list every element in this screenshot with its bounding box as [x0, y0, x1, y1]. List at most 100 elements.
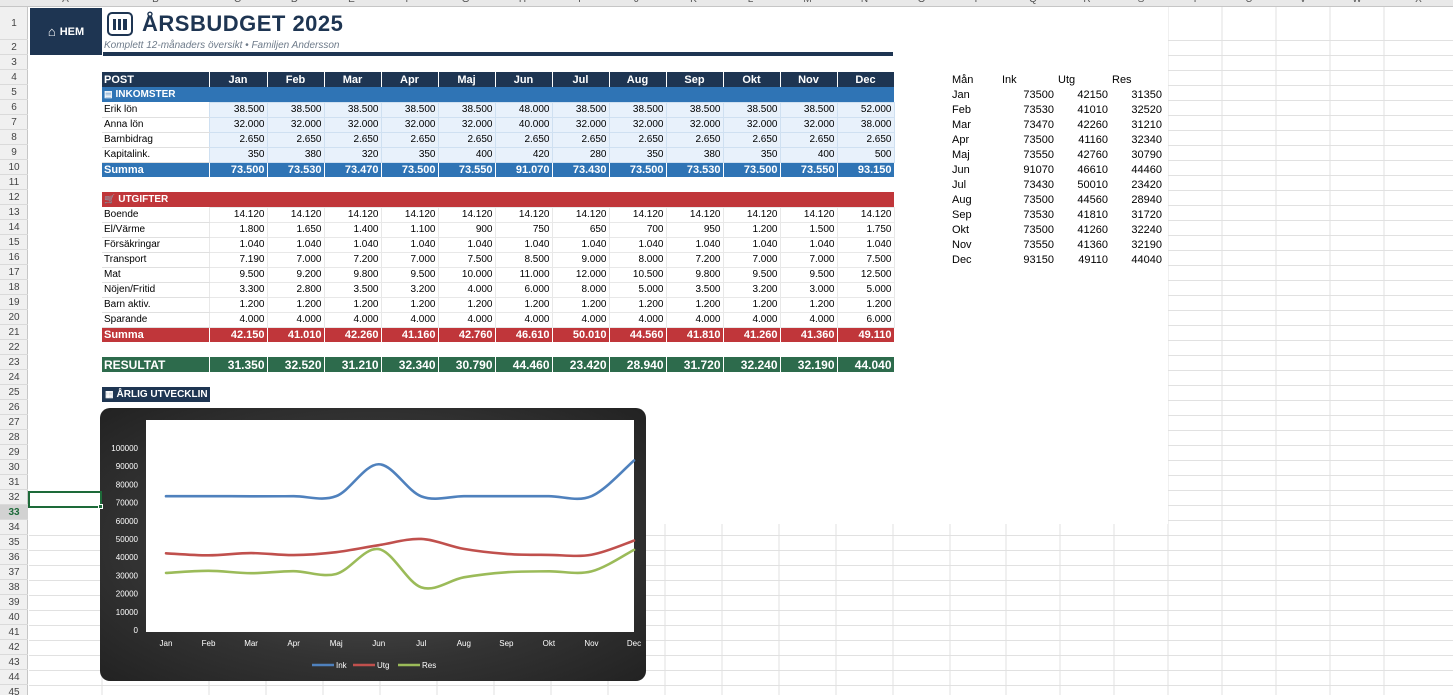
- income-cell[interactable]: 32.000: [437, 116, 496, 133]
- header-month[interactable]: Jul: [552, 72, 610, 87]
- column-header-u[interactable]: U: [1222, 0, 1276, 5]
- side-cell[interactable]: 73430: [1023, 178, 1054, 191]
- income-sum-cell[interactable]: 73.530: [267, 162, 325, 177]
- expense-cell[interactable]: 9.200: [266, 266, 325, 283]
- row-header-26[interactable]: 26: [0, 400, 28, 415]
- income-sum-cell[interactable]: 73.550: [780, 162, 838, 177]
- income-cell[interactable]: 38.500: [608, 101, 667, 118]
- expense-cell[interactable]: 950: [665, 221, 724, 238]
- income-sum-cell[interactable]: 73.500: [209, 162, 268, 177]
- expense-cell[interactable]: 750: [494, 221, 553, 238]
- income-cell[interactable]: 2.650: [608, 131, 667, 148]
- expense-cell[interactable]: 11.000: [494, 266, 553, 283]
- header-month[interactable]: Nov: [780, 72, 838, 87]
- result-cell[interactable]: 32.240: [723, 357, 781, 372]
- expense-cell[interactable]: 3.200: [380, 281, 439, 298]
- side-header-cell[interactable]: Ink: [1002, 73, 1017, 86]
- expense-cell[interactable]: 1.040: [494, 236, 553, 253]
- expense-cell[interactable]: 1.200: [208, 296, 268, 313]
- income-cell[interactable]: 2.650: [208, 131, 268, 148]
- spacer-cell[interactable]: [102, 342, 894, 357]
- expense-cell[interactable]: 9.800: [323, 266, 382, 283]
- income-sum-cell[interactable]: 73.550: [438, 162, 496, 177]
- row-label[interactable]: Sparande: [102, 312, 209, 328]
- expense-cell[interactable]: 12.000: [551, 266, 610, 283]
- income-cell[interactable]: 2.650: [551, 131, 610, 148]
- income-cell[interactable]: 38.500: [665, 101, 724, 118]
- expense-cell[interactable]: 4.000: [665, 311, 724, 328]
- row-header-12[interactable]: 12: [0, 190, 28, 205]
- side-cell[interactable]: 42260: [1077, 118, 1108, 131]
- side-cell[interactable]: 32190: [1131, 238, 1162, 251]
- expense-sum-cell[interactable]: 41.010: [267, 327, 325, 342]
- expense-cell[interactable]: 4.000: [722, 311, 781, 328]
- expense-cell[interactable]: 9.500: [380, 266, 439, 283]
- expense-cell[interactable]: 1.200: [323, 296, 382, 313]
- income-sum-cell[interactable]: 73.500: [381, 162, 439, 177]
- side-cell[interactable]: 93150: [1023, 253, 1054, 266]
- expense-cell[interactable]: 4.000: [323, 311, 382, 328]
- row-label[interactable]: Transport: [102, 252, 209, 268]
- row-header-3[interactable]: 3: [0, 55, 28, 70]
- result-label[interactable]: RESULTAT: [102, 357, 210, 372]
- expense-cell[interactable]: 3.000: [779, 281, 838, 298]
- sum-label[interactable]: Summa: [102, 162, 210, 177]
- expense-cell[interactable]: 5.000: [836, 281, 895, 298]
- income-sum-cell[interactable]: 73.530: [666, 162, 724, 177]
- result-cell[interactable]: 32.190: [780, 357, 838, 372]
- expense-cell[interactable]: 1.040: [380, 236, 439, 253]
- column-header-m[interactable]: M: [779, 0, 836, 5]
- column-header-j[interactable]: J: [608, 0, 665, 5]
- income-cell[interactable]: 2.650: [323, 131, 382, 148]
- expense-cell[interactable]: 6.000: [836, 311, 895, 328]
- result-cell[interactable]: 44.040: [837, 357, 895, 372]
- expense-cell[interactable]: 3.500: [323, 281, 382, 298]
- income-cell[interactable]: 38.500: [208, 101, 268, 118]
- row-header-27[interactable]: 27: [0, 415, 28, 430]
- income-cell[interactable]: 420: [494, 146, 553, 163]
- expense-cell[interactable]: 10.500: [608, 266, 667, 283]
- row-header-16[interactable]: 16: [0, 250, 28, 265]
- column-header-o[interactable]: O: [893, 0, 950, 5]
- row-header-24[interactable]: 24: [0, 370, 28, 385]
- expense-cell[interactable]: 1.200: [551, 296, 610, 313]
- column-header-q[interactable]: Q: [1006, 0, 1060, 5]
- side-cell[interactable]: 73470: [1023, 118, 1054, 131]
- income-cell[interactable]: 38.500: [437, 101, 496, 118]
- side-cell[interactable]: 30790: [1131, 148, 1162, 161]
- income-cell[interactable]: 38.500: [323, 101, 382, 118]
- expense-sum-cell[interactable]: 50.010: [552, 327, 610, 342]
- side-cell[interactable]: 42760: [1077, 148, 1108, 161]
- column-header-r[interactable]: R: [1060, 0, 1114, 5]
- expense-sum-cell[interactable]: 49.110: [837, 327, 895, 342]
- result-cell[interactable]: 30.790: [438, 357, 496, 372]
- result-cell[interactable]: 28.940: [609, 357, 667, 372]
- expense-cell[interactable]: 1.200: [722, 296, 781, 313]
- expense-cell[interactable]: 1.200: [779, 296, 838, 313]
- row-header-38[interactable]: 38: [0, 580, 28, 595]
- expense-cell[interactable]: 3.500: [665, 281, 724, 298]
- row-header-11[interactable]: 11: [0, 175, 28, 190]
- side-cell[interactable]: 73500: [1023, 193, 1054, 206]
- income-cell[interactable]: 32.000: [323, 116, 382, 133]
- side-cell[interactable]: 32340: [1131, 133, 1162, 146]
- income-sum-cell[interactable]: 93.150: [837, 162, 895, 177]
- expense-sum-cell[interactable]: 42.760: [438, 327, 496, 342]
- expense-cell[interactable]: 4.000: [437, 281, 496, 298]
- expense-sum-cell[interactable]: 41.360: [780, 327, 838, 342]
- expense-cell[interactable]: 7.190: [208, 251, 268, 268]
- side-cell[interactable]: 73500: [1023, 88, 1054, 101]
- expense-cell[interactable]: 1.040: [266, 236, 325, 253]
- side-cell[interactable]: 91070: [1023, 163, 1054, 176]
- expense-cell[interactable]: 4.000: [551, 311, 610, 328]
- side-cell[interactable]: 41260: [1077, 223, 1108, 236]
- side-cell[interactable]: 44560: [1077, 193, 1108, 206]
- expense-cell[interactable]: 3.300: [208, 281, 268, 298]
- side-cell[interactable]: Mar: [952, 118, 971, 131]
- expense-cell[interactable]: 1.800: [208, 221, 268, 238]
- row-header-2[interactable]: 2: [0, 40, 28, 55]
- income-cell[interactable]: 32.000: [665, 116, 724, 133]
- row-label[interactable]: Försäkringar: [102, 237, 209, 253]
- expense-cell[interactable]: 1.040: [665, 236, 724, 253]
- income-cell[interactable]: 38.500: [380, 101, 439, 118]
